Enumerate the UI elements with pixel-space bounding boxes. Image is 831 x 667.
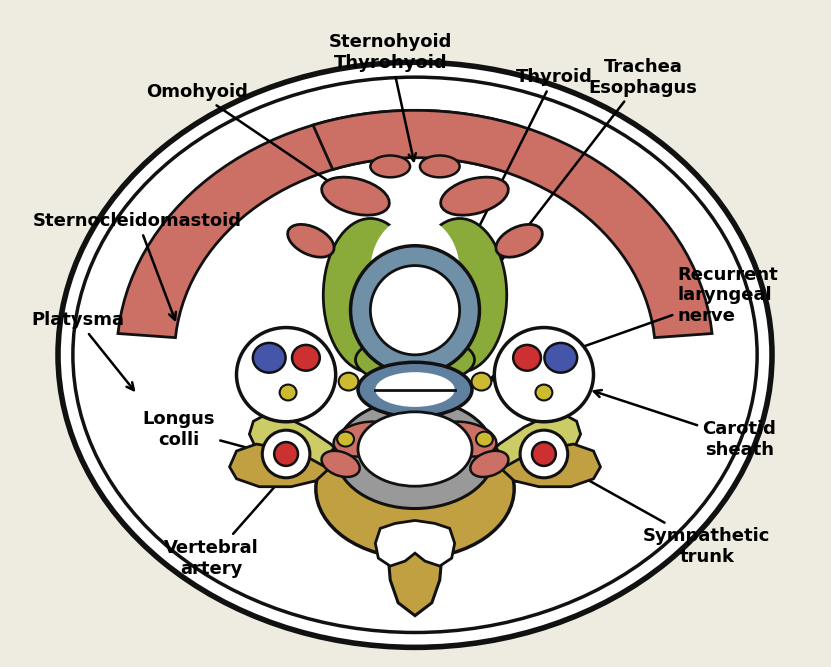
Ellipse shape — [280, 385, 297, 400]
Ellipse shape — [322, 177, 390, 215]
Polygon shape — [484, 414, 581, 482]
Polygon shape — [388, 526, 442, 616]
Text: Sternohyoid
Thyrohyoid: Sternohyoid Thyrohyoid — [328, 33, 452, 161]
Ellipse shape — [58, 62, 772, 648]
Polygon shape — [118, 110, 517, 338]
Ellipse shape — [440, 177, 509, 215]
Ellipse shape — [371, 216, 460, 325]
Ellipse shape — [496, 224, 543, 257]
Ellipse shape — [237, 327, 336, 422]
Ellipse shape — [535, 385, 553, 400]
Text: Platysma: Platysma — [32, 311, 134, 390]
Text: Carotid
sheath: Carotid sheath — [594, 390, 776, 458]
Ellipse shape — [514, 345, 541, 371]
Ellipse shape — [520, 430, 568, 478]
Text: Sympathetic
trunk: Sympathetic trunk — [558, 464, 770, 566]
Ellipse shape — [274, 442, 298, 466]
Ellipse shape — [351, 245, 479, 375]
Ellipse shape — [358, 412, 472, 486]
Ellipse shape — [288, 224, 334, 257]
Polygon shape — [313, 110, 712, 338]
Ellipse shape — [476, 432, 493, 446]
Text: Longus
colli: Longus colli — [142, 410, 291, 461]
Ellipse shape — [253, 343, 286, 373]
Text: Omohyoid: Omohyoid — [146, 83, 346, 193]
Ellipse shape — [371, 265, 460, 355]
Polygon shape — [229, 444, 329, 487]
Ellipse shape — [263, 430, 310, 478]
Ellipse shape — [356, 335, 475, 385]
Ellipse shape — [358, 362, 472, 417]
Ellipse shape — [371, 155, 410, 177]
Ellipse shape — [412, 219, 507, 372]
Ellipse shape — [381, 275, 450, 345]
Ellipse shape — [532, 442, 556, 466]
Ellipse shape — [420, 155, 460, 177]
Ellipse shape — [316, 420, 514, 558]
Polygon shape — [376, 520, 455, 566]
Ellipse shape — [339, 373, 358, 390]
Ellipse shape — [336, 400, 494, 508]
Polygon shape — [249, 414, 346, 482]
Ellipse shape — [470, 451, 509, 477]
Text: Sternocleidomastoid: Sternocleidomastoid — [33, 212, 242, 320]
Ellipse shape — [376, 372, 455, 407]
Ellipse shape — [323, 219, 417, 372]
Text: Recurrent
laryngeal
nerve: Recurrent laryngeal nerve — [489, 265, 779, 381]
Text: Vertebral
artery: Vertebral artery — [165, 478, 283, 578]
Ellipse shape — [333, 422, 397, 457]
Polygon shape — [501, 444, 601, 487]
Ellipse shape — [494, 327, 593, 422]
Text: Thyroid: Thyroid — [467, 68, 593, 251]
Ellipse shape — [322, 451, 360, 477]
Ellipse shape — [544, 343, 578, 373]
Ellipse shape — [471, 373, 491, 390]
Text: Trachea
Esophagus: Trachea Esophagus — [478, 58, 697, 291]
Ellipse shape — [433, 422, 496, 457]
Ellipse shape — [337, 432, 354, 446]
Ellipse shape — [292, 345, 320, 371]
